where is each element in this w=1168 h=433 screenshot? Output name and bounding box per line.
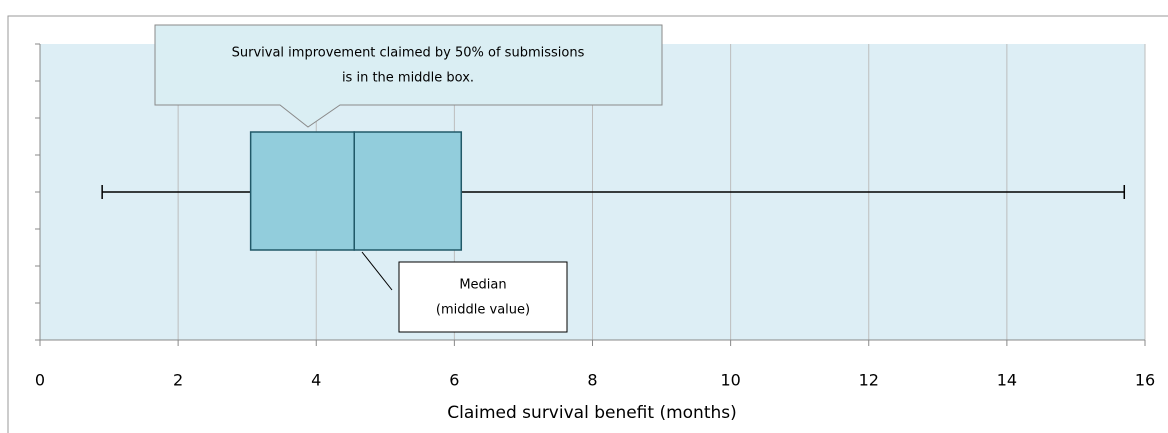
x-tick-label: 6 xyxy=(449,371,459,390)
box-lower xyxy=(249,131,355,251)
x-tick-label: 16 xyxy=(1135,371,1155,390)
callout-text: Median xyxy=(459,278,506,293)
x-tick-label: 0 xyxy=(35,371,45,390)
x-tick-label: 4 xyxy=(311,371,321,390)
callout-text: (middle value) xyxy=(436,303,530,318)
callout-text: is in the middle box. xyxy=(342,71,474,86)
callout-shape xyxy=(398,261,568,333)
x-tick-label: 14 xyxy=(997,371,1017,390)
x-tick-label: 10 xyxy=(720,371,740,390)
callout-text: Survival improvement claimed by 50% of s… xyxy=(232,46,585,61)
box-callout: Survival improvement claimed by 50% of s… xyxy=(154,24,663,128)
callout-shape xyxy=(154,24,663,128)
x-tick-label: 8 xyxy=(587,371,597,390)
x-tick-label: 12 xyxy=(859,371,879,390)
median-callout: Median (middle value) xyxy=(361,251,568,333)
box-upper xyxy=(353,131,463,251)
callout-pointer xyxy=(361,251,393,291)
x-axis-label: Claimed survival benefit (months) xyxy=(447,403,737,423)
x-tick-label: 2 xyxy=(173,371,183,390)
